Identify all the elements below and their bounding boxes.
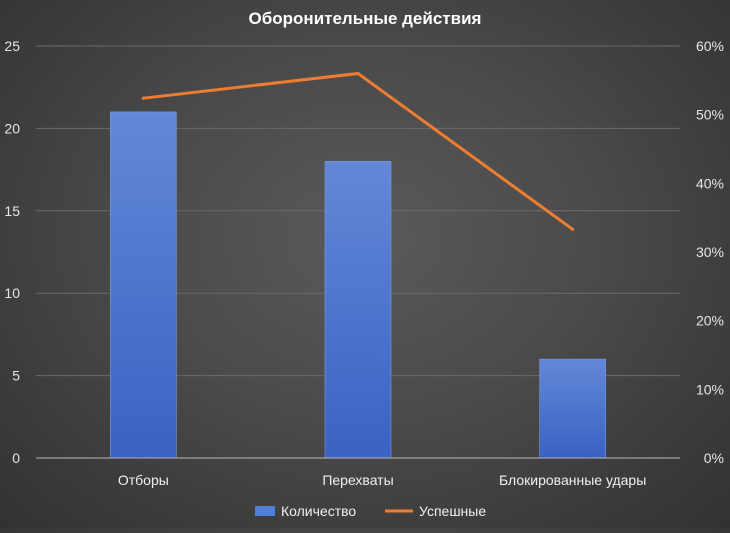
y-tick-label-right: 20% [696, 313, 724, 329]
y-tick-label-left: 10 [4, 285, 20, 301]
y-tick-label-right: 30% [696, 244, 724, 260]
legend-swatch-bar [255, 506, 275, 516]
y-tick-label-right: 0% [704, 450, 724, 466]
legend-item: Успешные [385, 503, 486, 519]
bar-series [110, 111, 606, 459]
bar [324, 161, 392, 459]
x-category-label: Перехваты [322, 472, 393, 488]
x-axis-categories: Отборы Перехваты Блокированные удары [118, 472, 646, 488]
y-tick-label-left: 15 [4, 203, 20, 219]
y-tick-label-left: 20 [4, 120, 20, 136]
y-tick-label-right: 50% [696, 107, 724, 123]
y-axis-left: 0 5 10 15 20 25 [4, 38, 20, 466]
legend-label: Успешные [419, 503, 486, 519]
y-tick-label-right: 60% [696, 38, 724, 54]
y-tick-label-left: 5 [12, 368, 20, 384]
x-category-label: Отборы [118, 472, 169, 488]
legend-item: Количество [255, 503, 356, 519]
x-category-label: Блокированные удары [499, 472, 646, 488]
y-tick-label-right: 10% [696, 381, 724, 397]
line-point [356, 71, 360, 75]
y-axis-right: 0% 10% 20% 30% 40% 50% 60% [696, 38, 724, 466]
y-tick-label-right: 40% [696, 175, 724, 191]
legend-label: Количество [281, 503, 356, 519]
y-tick-label-left: 0 [12, 450, 20, 466]
legend: Количество Успешные [255, 503, 486, 519]
bar [539, 358, 606, 459]
y-tick-label-left: 25 [4, 38, 20, 54]
chart-title: Оборонительные действия [249, 9, 482, 28]
bar [110, 111, 177, 459]
line-series [141, 71, 575, 231]
line-point [141, 96, 145, 100]
line-point [571, 227, 575, 231]
